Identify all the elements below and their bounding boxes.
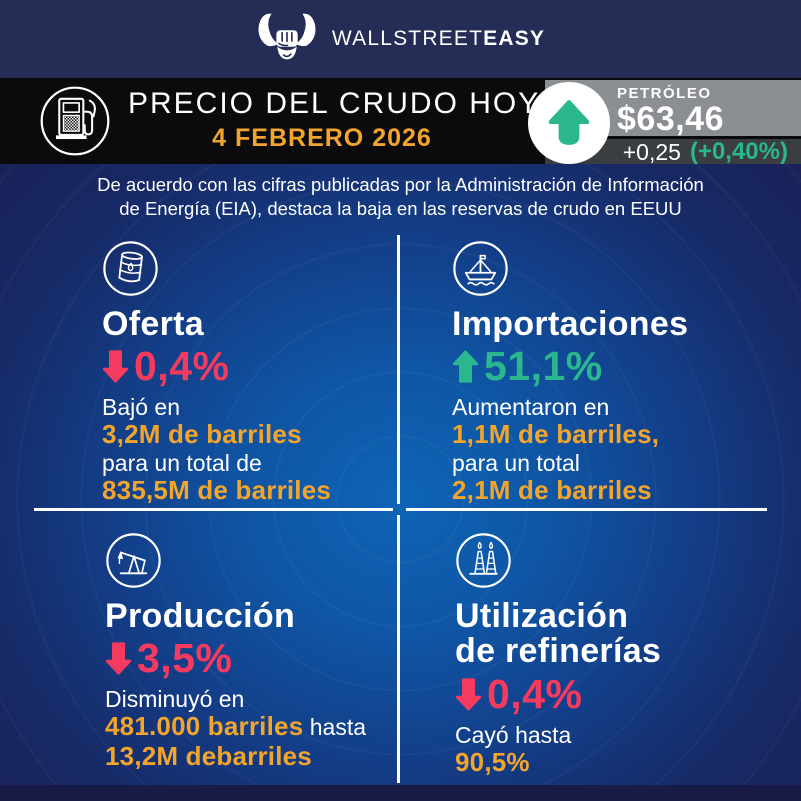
quadrant-percent: 3,5% bbox=[105, 638, 445, 679]
quadrant-oferta: Oferta 0,4% Bajó en 3,2M de barriles para un… bbox=[102, 240, 402, 505]
price-value: $63,46 bbox=[617, 100, 724, 138]
detail-text: Aumentaron en bbox=[452, 394, 610, 421]
detail-highlight: 3,2M de barriles bbox=[102, 419, 302, 450]
pump-jack-icon bbox=[106, 533, 161, 588]
horizontal-divider-right bbox=[406, 508, 767, 511]
detail-text: para un total bbox=[452, 449, 580, 476]
down-arrow-icon bbox=[102, 350, 129, 383]
brand-easy: EASY bbox=[483, 27, 546, 50]
detail-highlight: 2,1M de barriles bbox=[452, 474, 652, 505]
quadrant-detail-line: Bajó en bbox=[102, 394, 402, 420]
fuel-pump-icon bbox=[40, 86, 110, 156]
quadrant-title: Oferta bbox=[102, 305, 204, 343]
footer-bar bbox=[0, 785, 801, 801]
up-arrow-icon bbox=[548, 100, 590, 145]
quadrant-title: Importaciones bbox=[452, 305, 689, 343]
header-bar: PRECIO DEL CRUDO HOY 4 FEBRERO 2026 PETR… bbox=[0, 78, 801, 165]
detail-text: Disminuyó en bbox=[105, 686, 245, 713]
brand-wordmark: WALLSTREETEASY bbox=[332, 27, 545, 51]
quadrant-detail-line: 3,2M de barriles bbox=[102, 420, 402, 449]
price-change-absolute: +0,25 bbox=[622, 138, 681, 165]
vertical-divider-bottom bbox=[397, 515, 400, 783]
detail-text: para un total de bbox=[102, 449, 262, 476]
summary-line-2: de Energía (EIA), destaca la baja en las… bbox=[119, 198, 682, 219]
vertical-divider-top bbox=[397, 235, 400, 504]
percent-value: 51,1% bbox=[484, 343, 603, 390]
header-titles: PRECIO DEL CRUDO HOY 4 FEBRERO 2026 bbox=[128, 87, 541, 153]
percent-value: 0,4% bbox=[134, 343, 230, 390]
bull-fist-logo-icon bbox=[258, 13, 316, 60]
main-content: De acuerdo con las cifras publicadas por… bbox=[0, 164, 801, 785]
down-arrow-icon bbox=[105, 642, 132, 675]
quadrant-detail-line: 481.000 barriles hasta bbox=[105, 712, 445, 741]
quadrant-percent: 0,4% bbox=[455, 670, 785, 717]
commodity-label: PETRÓLEO bbox=[617, 85, 712, 102]
quadrant-utilizacion-refinerias: Utilización de refinerías 0,4% Cayó hasta 90… bbox=[455, 532, 785, 777]
refinery-towers-icon bbox=[456, 533, 511, 588]
quadrant-title: Utilización bbox=[455, 597, 629, 635]
quadrant-detail-line: para un total bbox=[452, 450, 792, 476]
detail-text: Bajó en bbox=[102, 394, 181, 421]
detail-text: Cayó hasta bbox=[455, 721, 572, 748]
detail-highlight: 481.000 barriles bbox=[105, 711, 304, 742]
report-date: 4 FEBRERO 2026 bbox=[212, 124, 432, 152]
quadrant-title: Producción bbox=[105, 597, 296, 635]
quadrant-detail-line: 835,5M de barriles bbox=[102, 474, 402, 505]
detail-highlight: 90,5% bbox=[455, 746, 530, 777]
quadrant-produccion: Producción 3,5% Disminuyó en 481.000 barril… bbox=[105, 532, 445, 771]
summary-text: De acuerdo con las cifras publicadas por… bbox=[0, 173, 801, 221]
trend-badge bbox=[528, 82, 610, 164]
quadrant-detail-line: 90,5% bbox=[455, 746, 785, 777]
detail-text: hasta bbox=[303, 714, 367, 741]
down-arrow-icon bbox=[455, 678, 482, 711]
cargo-ship-icon bbox=[453, 241, 508, 296]
quadrant-title: de refinerías bbox=[455, 632, 662, 671]
quadrant-detail-line: 1,1M de barriles, bbox=[452, 420, 792, 449]
detail-highlight: 1,1M de barriles, bbox=[452, 419, 660, 450]
brand-bar: WALLSTREETEASY bbox=[0, 0, 801, 78]
quadrant-detail-line: Cayó hasta bbox=[455, 722, 785, 748]
horizontal-divider-left bbox=[34, 508, 393, 511]
detail-highlight: 13,2M debarriles bbox=[105, 740, 312, 771]
detail-highlight: 835,5M de barriles bbox=[102, 474, 332, 505]
quadrant-detail-line: Aumentaron en bbox=[452, 394, 792, 420]
quadrant-detail-line: para un total de bbox=[102, 450, 402, 476]
quadrant-detail-line: 2,1M de barriles bbox=[452, 474, 792, 505]
oil-barrel-icon bbox=[103, 241, 158, 296]
percent-value: 0,4% bbox=[487, 670, 583, 717]
percent-value: 3,5% bbox=[137, 635, 233, 682]
quadrant-percent: 51,1% bbox=[452, 346, 792, 387]
brand-wallstreet: WALLSTREET bbox=[331, 27, 484, 50]
summary-line-1: De acuerdo con las cifras publicadas por… bbox=[97, 174, 704, 195]
up-arrow-icon bbox=[452, 350, 479, 383]
quadrant-detail-line: Disminuyó en bbox=[105, 686, 445, 712]
quadrant-detail-line: 13,2M debarriles bbox=[105, 740, 445, 771]
page-title: PRECIO DEL CRUDO HOY bbox=[128, 87, 541, 120]
quadrant-percent: 0,4% bbox=[102, 346, 402, 387]
price-change-percent: (+0,40%) bbox=[689, 138, 788, 165]
quadrant-importaciones: Importaciones 51,1% Aumentaron en 1,1M de b… bbox=[452, 240, 792, 505]
